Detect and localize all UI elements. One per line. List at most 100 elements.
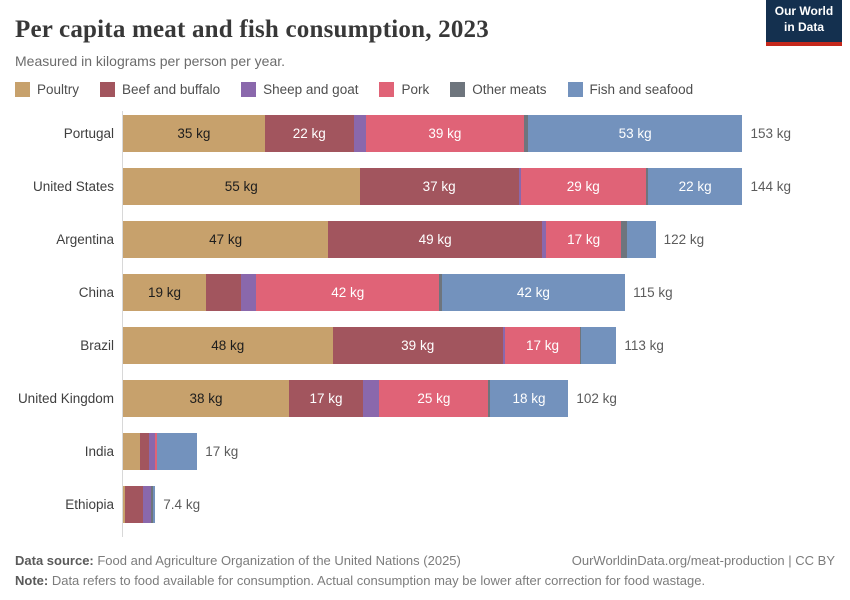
bar-segment-pork[interactable]: 29 kg	[520, 168, 646, 205]
stacked-bar: 47 kg 49 kg 17 kg	[123, 221, 656, 258]
legend-item-sheep-and-goat[interactable]: Sheep and goat	[241, 82, 358, 97]
legend-swatch-icon	[379, 82, 395, 97]
bar-segment-poultry[interactable]: 35 kg	[123, 115, 265, 152]
footer-note-line: Note: Data refers to food available for …	[15, 571, 835, 591]
bar-segment-poultry[interactable]	[123, 486, 126, 523]
bar-segment-fish-and-seafood[interactable]: 18 kg	[489, 380, 569, 417]
bar-track: 7.4 kg	[122, 486, 791, 523]
bar-segment-other-meats[interactable]	[645, 168, 648, 205]
bar-segment-poultry[interactable]: 55 kg	[123, 168, 360, 205]
bar-segment-other-meats[interactable]	[151, 486, 154, 523]
country-label: Portugal	[63, 126, 114, 141]
data-source-value: Food and Agriculture Organization of the…	[93, 553, 461, 568]
stacked-bar: 48 kg 39 kg 17 kg	[123, 327, 617, 364]
bar-segment-fish-and-seafood[interactable]	[153, 486, 156, 523]
legend-label: Fish and seafood	[589, 82, 694, 97]
bar-segment-fish-and-seafood[interactable]	[627, 221, 656, 258]
bar-segment-poultry[interactable]: 19 kg	[123, 274, 206, 311]
bar-segment-fish-and-seafood[interactable]	[581, 327, 617, 364]
bar-segment-sheep-and-goat[interactable]	[353, 115, 366, 152]
bar-row-ethiopia: Ethiopia 7.4 kg	[15, 478, 835, 531]
bar-segment-other-meats[interactable]	[579, 327, 582, 364]
bar-segment-pork[interactable]: 39 kg	[365, 115, 524, 152]
bar-segment-beef-and-buffalo[interactable]	[125, 486, 143, 523]
bar-segment-pork[interactable]	[154, 433, 157, 470]
bar-segment-beef-and-buffalo[interactable]: 22 kg	[264, 115, 354, 152]
bar-segment-beef-and-buffalo[interactable]	[140, 433, 149, 470]
header: Per capita meat and fish consumption, 20…	[15, 0, 842, 69]
legend-item-pork[interactable]: Pork	[379, 82, 429, 97]
stacked-bar: 19 kg 42 kg 42 kg	[123, 274, 626, 311]
bar-track: 47 kg 49 kg 17 kg 122 kg	[122, 221, 791, 258]
bar-segment-pork[interactable]: 17 kg	[505, 327, 580, 364]
bar-total-label: 7.4 kg	[163, 497, 201, 512]
legend-item-poultry[interactable]: Poultry	[15, 82, 79, 97]
bar-segment-poultry[interactable]: 38 kg	[123, 380, 289, 417]
bar-segment-poultry[interactable]: 47 kg	[123, 221, 329, 258]
bar-track: 38 kg 17 kg 25 kg 18 kg 102 kg	[122, 380, 791, 417]
bar-segment-fish-and-seafood[interactable]: 53 kg	[527, 115, 743, 152]
bar-segment-pork[interactable]: 25 kg	[379, 380, 489, 417]
bar-segment-sheep-and-goat[interactable]	[148, 433, 155, 470]
country-label: India	[84, 444, 114, 459]
owid-url-link[interactable]: OurWorldinData.org/meat-production | CC …	[571, 553, 835, 568]
bar-segment-sheep-and-goat[interactable]	[518, 168, 521, 205]
legend-label: Beef and buffalo	[122, 82, 221, 97]
bar-row-india: India 17 kg	[15, 425, 835, 478]
stacked-bar: 35 kg 22 kg 39 kg 53 kg	[123, 115, 743, 152]
legend-label: Sheep and goat	[263, 82, 359, 97]
owid-logo-line1: Our World	[774, 4, 834, 18]
bar-segment-beef-and-buffalo[interactable]: 37 kg	[359, 168, 519, 205]
bar-segment-pork[interactable]: 42 kg	[256, 274, 440, 311]
chart-rows: Portugal 35 kg 22 kg 39 kg 53 kg 153 kg United…	[15, 107, 835, 531]
country-label: Brazil	[80, 338, 114, 353]
bar-segment-other-meats[interactable]	[439, 274, 442, 311]
bar-segment-sheep-and-goat[interactable]	[363, 380, 380, 417]
bar-segment-beef-and-buffalo[interactable]: 39 kg	[332, 327, 503, 364]
bar-segment-other-meats[interactable]	[488, 380, 490, 417]
bar-segment-sheep-and-goat[interactable]	[502, 327, 506, 364]
bar-segment-sheep-and-goat[interactable]	[240, 274, 257, 311]
data-source-label: Data source:	[15, 553, 94, 568]
footer: Data source: Food and Agriculture Organi…	[15, 551, 835, 591]
country-label: China	[78, 285, 114, 300]
stacked-bar: 55 kg 37 kg 29 kg 22 kg	[123, 168, 743, 205]
stacked-bar: 38 kg 17 kg 25 kg 18 kg	[123, 380, 569, 417]
bar-total-label: 144 kg	[750, 179, 791, 194]
legend-swatch-icon	[15, 82, 30, 97]
legend-item-fish-and-seafood[interactable]: Fish and seafood	[567, 82, 694, 97]
bar-segment-fish-and-seafood[interactable]: 42 kg	[441, 274, 626, 311]
note-value: Data refers to food available for consum…	[48, 573, 706, 589]
bar-segment-poultry[interactable]: 48 kg	[123, 327, 333, 364]
bar-segment-beef-and-buffalo[interactable]	[205, 274, 241, 311]
legend-item-beef-and-buffalo[interactable]: Beef and buffalo	[100, 82, 220, 97]
legend-label: Other meats	[472, 82, 547, 97]
bar-segment-beef-and-buffalo[interactable]: 17 kg	[288, 380, 364, 417]
bar-segment-fish-and-seafood[interactable]: 22 kg	[647, 168, 743, 205]
bar-segment-pork[interactable]: 17 kg	[546, 221, 621, 258]
bar-track: 55 kg 37 kg 29 kg 22 kg 144 kg	[122, 168, 791, 205]
stacked-bar	[123, 433, 198, 470]
bar-segment-sheep-and-goat[interactable]	[542, 221, 547, 258]
bar-total-label: 153 kg	[750, 126, 791, 141]
bar-total-label: 17 kg	[205, 444, 239, 459]
bar-segment-other-meats[interactable]	[523, 115, 528, 152]
bar-segment-fish-and-seafood[interactable]	[157, 433, 198, 470]
bar-segment-other-meats[interactable]	[620, 221, 628, 258]
bar-segment-sheep-and-goat[interactable]	[142, 486, 151, 523]
bar-segment-poultry[interactable]	[123, 433, 141, 470]
stacked-bar	[123, 486, 156, 523]
footer-source-line: Data source: Food and Agriculture Organi…	[15, 551, 835, 571]
data-source-text: Data source: Food and Agriculture Organi…	[15, 551, 461, 571]
country-label: Ethiopia	[65, 497, 114, 512]
country-label: Argentina	[56, 232, 114, 247]
bar-row-brazil: Brazil 48 kg 39 kg 17 kg 113 kg	[15, 319, 835, 372]
legend-swatch-icon	[100, 82, 116, 97]
bar-track: 19 kg 42 kg 42 kg 115 kg	[122, 274, 791, 311]
bar-segment-beef-and-buffalo[interactable]: 49 kg	[328, 221, 543, 258]
bar-track: 17 kg	[122, 433, 791, 470]
bar-total-label: 115 kg	[633, 285, 673, 300]
legend-item-other-meats[interactable]: Other meats	[450, 82, 547, 97]
bar-track: 48 kg 39 kg 17 kg 113 kg	[122, 327, 791, 364]
